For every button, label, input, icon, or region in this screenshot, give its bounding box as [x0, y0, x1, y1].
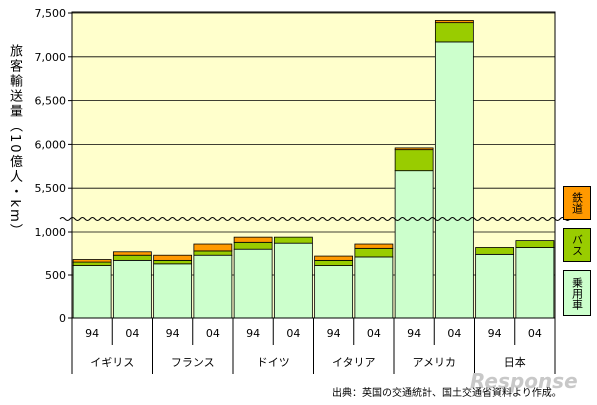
- x-country-label: イギリス: [90, 356, 134, 369]
- x-year-label: 04: [286, 327, 300, 340]
- x-year-label: 04: [447, 327, 461, 340]
- bar-segment: [72, 265, 112, 319]
- y-tick-label: 1,000: [35, 226, 67, 239]
- x-country-label: 日本: [504, 355, 526, 369]
- x-year-label: 94: [407, 327, 421, 340]
- bar-segment: [72, 259, 112, 263]
- gridlines: [72, 12, 555, 276]
- bar-segment: [314, 259, 354, 266]
- x-year-label: 04: [367, 327, 381, 340]
- bar-segment: [394, 170, 434, 319]
- bar-segment: [153, 254, 193, 261]
- bar-segment: [394, 147, 434, 151]
- x-axis: 94 04 94 04 94 04 94 04 94 04 94 04 イギリス フランス ドイツ イタリア ア…: [71, 317, 556, 374]
- bar-segment: [233, 241, 273, 250]
- bar-segment: [233, 236, 273, 243]
- bar-segment: [112, 254, 152, 261]
- plot-area: [71, 11, 556, 319]
- bar-segment: [193, 250, 233, 256]
- bar-segment: [112, 251, 152, 256]
- bar-segment: [354, 256, 394, 319]
- y-axis-ticks: 0 500 1,000 5,500 6,000 6,500 7,000 7,500: [35, 7, 72, 325]
- legend-label-bus: バス: [570, 234, 584, 256]
- bar-segment: [515, 240, 555, 248]
- y-tick-label: 500: [45, 269, 66, 282]
- bar-segment: [153, 263, 193, 319]
- bar-segment: [434, 22, 474, 43]
- bar-segment: [112, 259, 152, 319]
- legend-label-car: 乗用車: [570, 276, 584, 310]
- bar-segment: [434, 41, 474, 319]
- x-year-label: 04: [528, 327, 542, 340]
- bar-segment: [153, 259, 193, 265]
- watermark: Response: [470, 369, 578, 393]
- legend-item-bus: バス: [563, 228, 591, 262]
- legend-label-rail: 鉄道: [570, 192, 584, 214]
- x-year-label: 94: [488, 327, 502, 340]
- bar-segment: [394, 149, 434, 172]
- bar-segment: [193, 243, 233, 252]
- bar-segment: [193, 254, 233, 319]
- x-year-label: 94: [85, 327, 99, 340]
- bar-segment: [273, 236, 313, 244]
- bar-segment: [314, 265, 354, 319]
- y-tick-label: 6,500: [35, 95, 67, 108]
- axis-break-gap: [73, 215, 554, 223]
- x-year-label: 94: [327, 327, 341, 340]
- y-tick-label: 6,000: [35, 138, 67, 151]
- legend-item-rail: 鉄道: [563, 186, 591, 220]
- bar-segment: [354, 247, 394, 258]
- x-country-label: フランス: [171, 356, 215, 369]
- y-tick-label: 7,000: [35, 51, 67, 64]
- bar-segment: [72, 261, 112, 266]
- y-tick-label: 5,500: [35, 182, 67, 195]
- axis-break-line: [59, 217, 571, 221]
- x-country-label: イタリア: [332, 356, 376, 369]
- bar-segment: [515, 247, 555, 319]
- bar-segment: [273, 242, 313, 319]
- bar-segment: [434, 20, 474, 24]
- bar-segment: [233, 248, 273, 319]
- bar-segment: [475, 247, 515, 255]
- bar-segment: [475, 253, 515, 319]
- x-year-label: 04: [206, 327, 220, 340]
- x-country-label: アメリカ: [413, 356, 456, 369]
- bar-segment: [314, 255, 354, 261]
- bar-segment: [354, 243, 394, 249]
- x-year-label: 04: [125, 327, 139, 340]
- legend-item-car: 乗用車: [563, 270, 591, 316]
- x-country-label: ドイツ: [257, 356, 290, 369]
- y-tick-label: 7,500: [35, 7, 67, 20]
- x-year-label: 94: [166, 327, 180, 340]
- source-note: 出典：英国の交通統計、国土交通省資料より作成。: [332, 388, 562, 399]
- bars: [72, 20, 555, 319]
- y-tick-label: 0: [59, 312, 66, 325]
- x-year-label: 94: [246, 327, 260, 340]
- y-axis-label: 旅客輸送量（10億人・km）: [7, 44, 22, 239]
